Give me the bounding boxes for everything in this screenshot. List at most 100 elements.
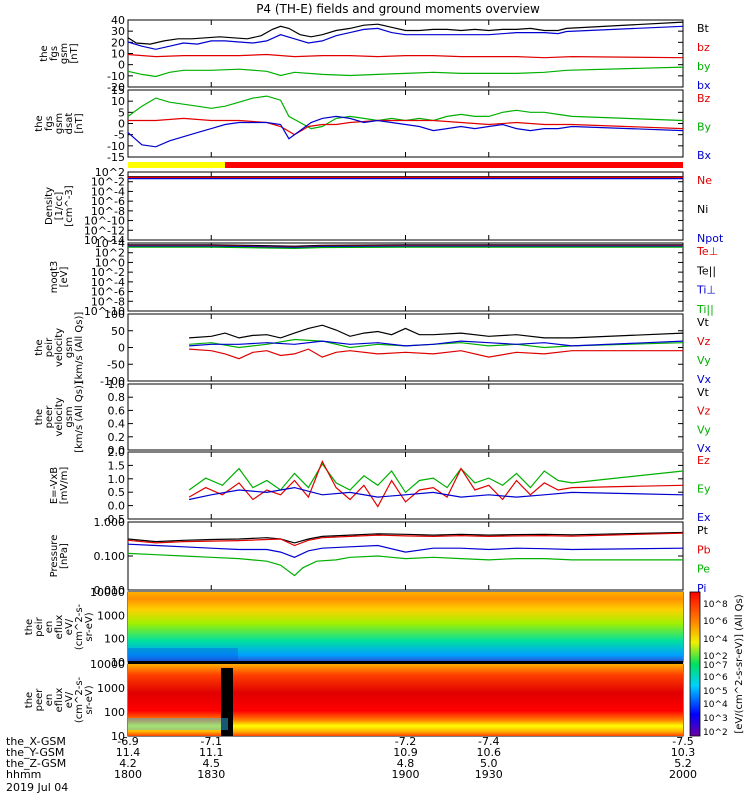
y-tick-label: 10^-2 (91, 266, 125, 279)
y-tick-label: -5 (114, 129, 125, 142)
x-axis-labels: the_X-GSM -6.9 -7.1 -7.2 -7.4 -7.5 the_Y-GSM 11… (6, 735, 697, 781)
x-row-value: 5.2 (674, 757, 692, 770)
y-tick-label: 5 (118, 106, 125, 119)
y-tick-label: 10 (111, 95, 125, 108)
y-tick-label: 10^4 (95, 237, 125, 250)
y-axis-label: the (34, 409, 45, 425)
y-tick-label: 10^-4 (91, 185, 125, 198)
y-tick-label: 1.0 (108, 378, 126, 391)
x-row-value: -7.4 (478, 735, 499, 748)
panel-frame (127, 171, 684, 241)
legend-entry: Ni (697, 203, 708, 216)
legend-entry: Vz (697, 405, 711, 418)
x-row-value: 11.4 (116, 746, 141, 759)
series-line-2 (188, 486, 684, 501)
panel-2: 10^210^-210^-410^-610^-810^-1010^-1210^-… (44, 166, 724, 247)
y-tick-label: 100 (104, 308, 125, 321)
ion-spectrogram (128, 592, 683, 664)
y-tick-label: 10 (111, 730, 125, 743)
colorbar-label: [eV/(cm^2-s-sr-eV)] (All Qs) (734, 594, 745, 733)
legend-entry: Npot (697, 232, 724, 245)
legend-entry: Te⊥ (696, 245, 718, 258)
y-tick-label: -15 (107, 151, 125, 164)
legend-entry: Vy (697, 354, 711, 367)
series-line-2 (127, 53, 684, 59)
y-tick-label: -20 (107, 81, 125, 94)
colorbar-tick-label: 10^8 (703, 600, 728, 610)
y-axis-label: fgs (49, 46, 60, 61)
legend-entry: Ez (697, 454, 710, 467)
y-axis-label: Density (44, 187, 55, 225)
x-row-value: 4.8 (397, 757, 415, 770)
series-line-0 (128, 244, 683, 247)
y-tick-label: 0.8 (108, 391, 126, 404)
y-axis-label: the (24, 692, 35, 708)
colorbar-ticks: 10^810^610^410^210^710^610^510^410^310^2 (703, 600, 728, 738)
y-tick-label: 10^2 (95, 247, 125, 260)
series-line-2 (128, 245, 683, 249)
panel-frame (127, 451, 684, 520)
y-axis-label: eflux (54, 615, 65, 640)
legend-entry: Ti|| (696, 303, 714, 316)
x-row-value: -7.1 (201, 735, 222, 748)
legend-entry: Pe (697, 563, 710, 576)
x-row-label: hhmm (6, 768, 41, 781)
y-tick-label: 10^-8 (91, 205, 125, 218)
y-axis-label: gsm (54, 113, 65, 134)
y-axis-label: eflux (54, 688, 65, 713)
panel-frame (127, 89, 684, 158)
series-line-1 (189, 348, 683, 360)
y-tick-label: 0 (118, 118, 125, 131)
y-axis-label: moqt3 (49, 261, 60, 294)
legend-entry: Pb (697, 543, 711, 556)
series-line-1 (188, 460, 684, 508)
y-axis-label: [cm^-3] (64, 185, 75, 226)
x-row-value: 10.3 (671, 746, 696, 759)
y-axis-label: the (34, 115, 45, 131)
y-axis-label: gsm (59, 43, 70, 64)
y-axis-label: fgs (44, 116, 55, 131)
series-line-3 (128, 246, 683, 250)
y-axis-label: [mV/m] (59, 467, 70, 505)
legend-entry: Ex (697, 511, 711, 524)
y-tick-label: -10 (107, 140, 125, 153)
legend-entry: bx (697, 79, 711, 92)
y-tick-label: 10000 (90, 586, 125, 599)
x-row-value: -7.2 (395, 735, 416, 748)
series-line-2 (127, 115, 684, 148)
y-tick-label: 10^-12 (84, 224, 125, 237)
y-axis-label: dsat (64, 113, 75, 135)
series-line-1 (127, 532, 684, 547)
legend-entry: Pt (697, 524, 709, 537)
y-axis-label: the (34, 339, 45, 355)
y-tick-label: 10^-4 (91, 276, 125, 289)
series-line-0 (189, 324, 684, 339)
legend-entry: Bx (697, 149, 712, 162)
x-row-value: 1930 (475, 768, 503, 781)
x-row-value: 2000 (669, 768, 697, 781)
y-tick-label: 2.0 (108, 446, 126, 459)
x-row-value: -7.5 (672, 735, 693, 748)
y-tick-label: 10^-10 (84, 305, 125, 318)
y-tick-label: 10^-6 (91, 286, 125, 299)
legend-entry: Ne (697, 174, 712, 187)
series-line-0 (188, 462, 684, 494)
y-axis-label: [nPa] (59, 543, 70, 569)
x-row-label: the_X-GSM (6, 735, 66, 748)
colorbar-tick-label: 10^5 (703, 687, 728, 697)
colorbar-tick-label: 10^4 (703, 700, 728, 710)
y-tick-label: 100 (104, 706, 125, 719)
y-tick-label: 1.000 (94, 516, 126, 529)
series-line-2 (189, 338, 684, 349)
x-row-value: 10.6 (477, 746, 502, 759)
y-tick-label: 0.2 (108, 431, 126, 444)
legend-entry: Vx (697, 373, 712, 386)
y-axis-label: [eV] (59, 267, 70, 288)
y-axis-label: peer (34, 688, 45, 712)
y-axis-label: sr-eV) (84, 685, 95, 714)
colorbar-tick-label: 10^2 (703, 728, 728, 738)
y-axis-label: the (24, 619, 35, 635)
y-tick-label: 10^0 (95, 256, 125, 269)
y-tick-label: 40 (111, 14, 125, 27)
